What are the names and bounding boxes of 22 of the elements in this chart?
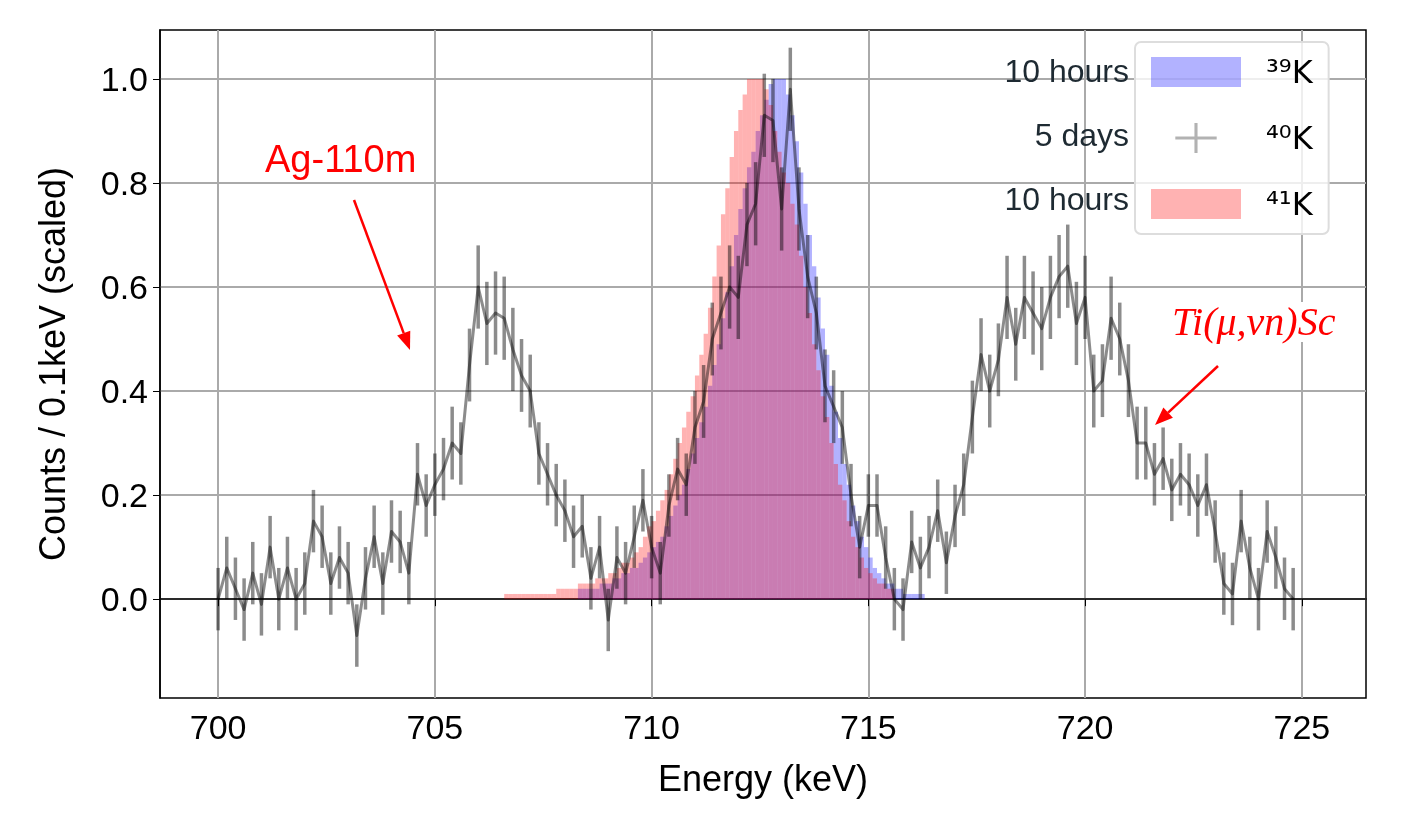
legend-label: ⁴⁰K xyxy=(1266,119,1314,157)
x-tick-label: 700 xyxy=(189,708,247,746)
y-tick-label: 0.2 xyxy=(100,476,148,515)
legend-label: ⁴¹K xyxy=(1266,185,1314,223)
x-tick-label: 715 xyxy=(839,708,897,746)
x-tick-label: 705 xyxy=(406,708,464,746)
y-tick-label: 0.4 xyxy=(100,372,148,411)
y-tick-label: 0.8 xyxy=(100,163,148,202)
annotation: 10 hours xyxy=(1004,181,1129,217)
x-tick-label: 720 xyxy=(1056,708,1114,746)
x-tick-label: 725 xyxy=(1273,708,1331,746)
annotation: Ti(μ,νn)Sc xyxy=(1172,299,1336,344)
y-axis-title: Counts / 0.1keV (scaled) xyxy=(31,166,73,562)
annotation: 5 days xyxy=(1034,117,1129,153)
annotation: Ag-110m xyxy=(265,138,417,180)
legend-label: ³⁹K xyxy=(1266,53,1314,91)
y-tick-label: 0.0 xyxy=(100,580,148,619)
x-axis-title: Energy (keV) xyxy=(657,757,869,799)
y-tick-label: 1.0 xyxy=(100,59,148,98)
x-tick-label: 710 xyxy=(623,708,680,746)
annotation: 10 hours xyxy=(1004,53,1129,89)
y-tick-label: 0.6 xyxy=(100,268,148,306)
